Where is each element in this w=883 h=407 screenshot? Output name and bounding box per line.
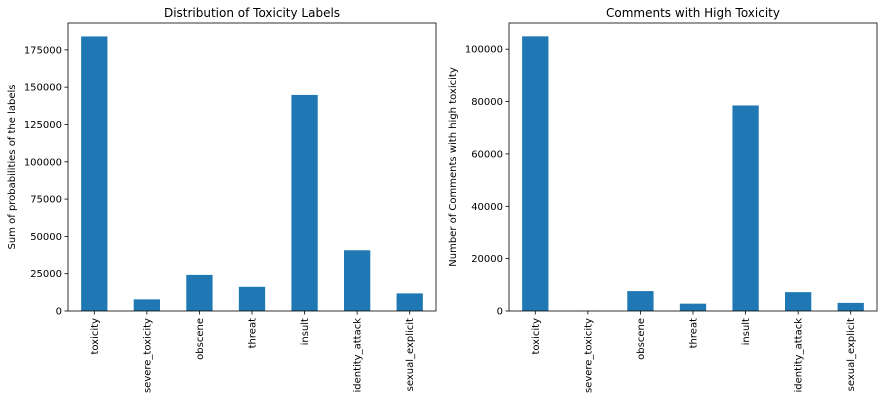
y-tick-label: 60000 xyxy=(471,149,503,160)
y-tick-label: 80000 xyxy=(471,97,503,108)
plot-frame xyxy=(67,22,437,312)
y-tick-label: 125000 xyxy=(24,120,62,131)
y-tick-label: 100000 xyxy=(465,45,503,56)
y-tick-label: 50000 xyxy=(30,232,62,243)
x-tick-label: obscene xyxy=(636,318,647,360)
y-axis-label: Sum of probabilities of the labels xyxy=(7,85,18,250)
x-tick-label: sexual_explicit xyxy=(846,318,857,391)
y-tick-label: 25000 xyxy=(30,269,62,280)
y-tick-label: 0 xyxy=(56,307,62,318)
x-tick-label: obscene xyxy=(195,318,206,360)
chart-toxicity-label-distribution: Distribution of Toxicity Labels Sum of p… xyxy=(7,6,437,393)
bar-threat xyxy=(679,303,707,311)
x-tick-label: toxicity xyxy=(90,318,101,355)
bar-insult xyxy=(732,105,759,312)
chart-title: Comments with High Toxicity xyxy=(606,6,780,20)
y-tick-label: 40000 xyxy=(471,202,503,213)
y-axis-label: Number of Comments with high toxicity xyxy=(448,67,459,267)
x-tick-label: severe_toxicity xyxy=(583,318,594,393)
x-tick-label: severe_toxicity xyxy=(142,318,153,393)
bar-sexual_explicit xyxy=(396,293,423,311)
x-tick-label: toxicity xyxy=(531,318,542,355)
y-tick-label: 100000 xyxy=(24,157,62,168)
bar-obscene xyxy=(627,291,654,311)
y-tick-label: 0 xyxy=(497,307,503,318)
bar-severe_toxicity xyxy=(133,299,160,311)
x-tick-label: identity_attack xyxy=(794,318,805,393)
x-tick-label: sexual_explicit xyxy=(405,318,416,391)
chart-title: Distribution of Toxicity Labels xyxy=(164,6,340,20)
y-tick-label: 75000 xyxy=(30,195,62,206)
bar-toxicity xyxy=(81,36,108,311)
x-tick-label: identity_attack xyxy=(353,318,364,393)
bar-insult xyxy=(291,94,318,312)
bar-sexual_explicit xyxy=(837,302,864,311)
bar-obscene xyxy=(186,274,213,311)
bar-toxicity xyxy=(522,36,549,312)
bar-threat xyxy=(238,286,266,311)
bar-identity_attack xyxy=(344,250,371,311)
y-tick-label: 150000 xyxy=(24,83,62,94)
x-tick-label: insult xyxy=(741,318,752,345)
chart-high-toxicity-comments: Comments with High Toxicity Number of Co… xyxy=(448,6,878,393)
y-tick-label: 20000 xyxy=(471,254,503,265)
plot-frame xyxy=(508,22,878,312)
x-tick-label: threat xyxy=(689,318,700,348)
x-tick-label: insult xyxy=(300,318,311,345)
x-tick-label: threat xyxy=(248,318,259,348)
bar-identity_attack xyxy=(785,292,812,311)
y-tick-label: 175000 xyxy=(24,45,62,56)
